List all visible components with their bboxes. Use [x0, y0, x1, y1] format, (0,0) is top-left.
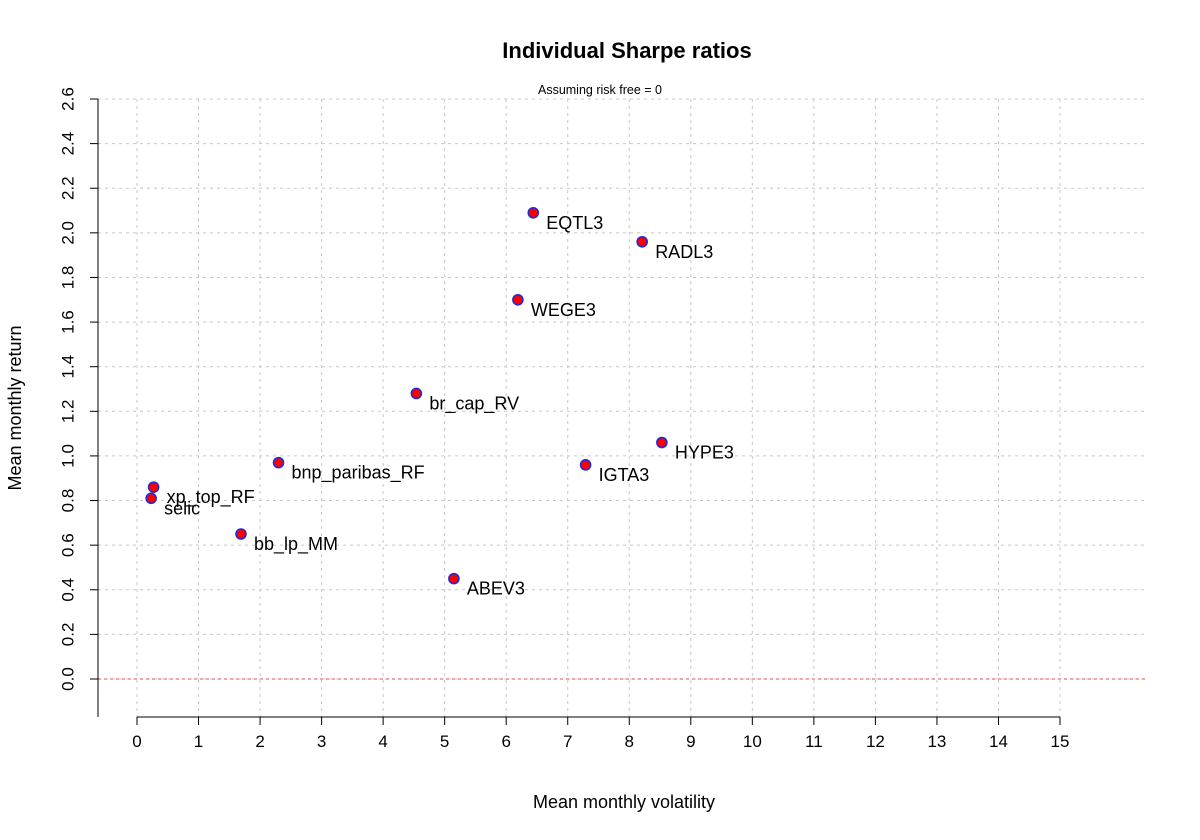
- x-tick-label: 10: [743, 732, 762, 751]
- x-tick-label: 4: [378, 732, 387, 751]
- x-tick-label: 6: [501, 732, 510, 751]
- y-tick-label: 1.4: [58, 355, 77, 379]
- x-tick-label: 2: [255, 732, 264, 751]
- x-tick-label: 11: [805, 732, 823, 751]
- data-point: [656, 436, 668, 449]
- y-tick-label: 1.0: [58, 444, 77, 468]
- point-label: selic: [164, 498, 200, 518]
- data-point: [512, 293, 524, 306]
- y-tick-label: 1.6: [58, 310, 77, 334]
- x-tick-label: 13: [927, 732, 946, 751]
- point-label: WEGE3: [531, 300, 596, 320]
- x-tick-label: 3: [317, 732, 326, 751]
- data-point: [235, 528, 247, 540]
- x-axis-title: Mean monthly volatility: [533, 792, 715, 812]
- point-label: HYPE3: [675, 443, 734, 463]
- data-points: [145, 206, 668, 585]
- y-tick-label: 2.0: [58, 221, 77, 245]
- y-tick-label: 1.2: [58, 399, 77, 423]
- point-label: RADL3: [655, 242, 713, 262]
- x-tick-label: 5: [440, 732, 449, 751]
- x-tick-label: 9: [686, 732, 695, 751]
- data-point: [636, 235, 648, 248]
- y-tick-label: 0.4: [58, 578, 77, 602]
- point-label: bnp_paribas_RF: [292, 463, 425, 484]
- axes: 0 1 2 3 4 5 6 7 8 9 10 11 12 13 14 150.00.20.40.60.81.0…: [58, 87, 1069, 751]
- x-tick-label: 15: [1051, 732, 1070, 751]
- y-tick-label: 0.2: [58, 623, 77, 647]
- point-label: br_cap_RV: [429, 393, 519, 414]
- x-tick-label: 8: [625, 732, 634, 751]
- y-tick-label: 0.8: [58, 489, 77, 513]
- x-tick-label: 7: [563, 732, 572, 751]
- data-point: [272, 456, 285, 469]
- y-tick-label: 2.4: [58, 132, 77, 156]
- data-point: [579, 459, 592, 471]
- point-label: bb_lp_MM: [254, 534, 338, 555]
- x-tick-label: 12: [866, 732, 885, 751]
- data-point: [147, 481, 160, 493]
- x-tick-label: 1: [194, 732, 203, 751]
- data-point: [527, 206, 540, 219]
- point-labels: EQTL3 RADL3 WEGE3 br_cap_RV HYPE3 IGTA3 bnp_pa…: [164, 213, 734, 599]
- y-tick-label: 0.6: [58, 533, 77, 557]
- data-point: [448, 572, 460, 585]
- y-tick-label: 1.8: [58, 266, 77, 290]
- y-tick-label: 0.0: [58, 667, 77, 691]
- y-tick-label: 2.2: [58, 176, 77, 200]
- y-axis-title: Mean monthly return: [5, 325, 25, 490]
- data-point: [410, 387, 423, 400]
- chart-title: Individual Sharpe ratios: [502, 38, 751, 63]
- x-tick-label: 14: [989, 732, 1008, 751]
- point-label: ABEV3: [467, 579, 525, 599]
- point-label: xp_top_RF: [167, 487, 255, 508]
- point-label: IGTA3: [599, 465, 650, 485]
- grid: [98, 98, 1148, 717]
- y-tick-label: 2.6: [58, 87, 77, 111]
- chart-subtitle: Assuming risk free = 0: [538, 83, 662, 97]
- data-point: [145, 492, 157, 505]
- x-tick-label: 0: [132, 732, 141, 751]
- point-label: EQTL3: [546, 213, 603, 233]
